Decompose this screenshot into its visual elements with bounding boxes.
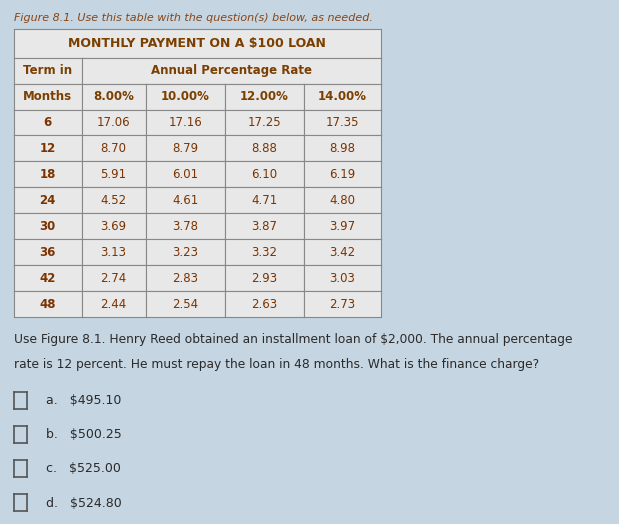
- Text: 17.06: 17.06: [97, 116, 131, 129]
- Text: 17.16: 17.16: [168, 116, 202, 129]
- Text: 2.44: 2.44: [100, 298, 127, 311]
- Text: 2.83: 2.83: [172, 271, 198, 285]
- Text: 12.00%: 12.00%: [240, 90, 288, 103]
- Text: 18: 18: [40, 168, 56, 181]
- Text: 8.98: 8.98: [329, 142, 355, 155]
- Text: 3.78: 3.78: [172, 220, 198, 233]
- Text: rate is 12 percent. He must repay the loan in 48 months. What is the finance cha: rate is 12 percent. He must repay the lo…: [14, 358, 539, 371]
- Text: 3.32: 3.32: [251, 246, 277, 259]
- Text: b.   $500.25: b. $500.25: [46, 429, 122, 441]
- Text: 3.23: 3.23: [172, 246, 198, 259]
- Text: 3.69: 3.69: [100, 220, 127, 233]
- Text: 3.87: 3.87: [251, 220, 277, 233]
- Text: 3.13: 3.13: [101, 246, 127, 259]
- Text: MONTHLY PAYMENT ON A $100 LOAN: MONTHLY PAYMENT ON A $100 LOAN: [68, 37, 326, 50]
- Text: 8.70: 8.70: [101, 142, 127, 155]
- Text: 2.73: 2.73: [329, 298, 355, 311]
- Text: 6.01: 6.01: [172, 168, 198, 181]
- Text: 4.80: 4.80: [329, 194, 355, 207]
- Text: Figure 8.1. Use this table with the question(s) below, as needed.: Figure 8.1. Use this table with the ques…: [14, 13, 373, 23]
- Text: 36: 36: [40, 246, 56, 259]
- Text: 8.00%: 8.00%: [93, 90, 134, 103]
- Text: 30: 30: [40, 220, 56, 233]
- Text: 4.61: 4.61: [172, 194, 198, 207]
- Text: Use Figure 8.1. Henry Reed obtained an installment loan of $2,000. The annual pe: Use Figure 8.1. Henry Reed obtained an i…: [14, 333, 572, 346]
- Text: 17.25: 17.25: [248, 116, 281, 129]
- Text: 8.79: 8.79: [172, 142, 198, 155]
- Text: c.   $525.00: c. $525.00: [46, 463, 121, 475]
- Text: 10.00%: 10.00%: [161, 90, 210, 103]
- Text: 2.54: 2.54: [172, 298, 198, 311]
- Text: Annual Percentage Rate: Annual Percentage Rate: [150, 64, 311, 77]
- Text: 8.88: 8.88: [251, 142, 277, 155]
- Text: 24: 24: [40, 194, 56, 207]
- Text: Term in: Term in: [23, 64, 72, 77]
- Text: 17.35: 17.35: [326, 116, 359, 129]
- Text: 4.71: 4.71: [251, 194, 277, 207]
- Text: 2.74: 2.74: [100, 271, 127, 285]
- Text: 6.10: 6.10: [251, 168, 277, 181]
- Text: 42: 42: [40, 271, 56, 285]
- Text: a.   $495.10: a. $495.10: [46, 395, 122, 407]
- Text: 48: 48: [40, 298, 56, 311]
- Text: 4.52: 4.52: [100, 194, 127, 207]
- Text: 6: 6: [43, 116, 52, 129]
- Text: 3.42: 3.42: [329, 246, 355, 259]
- Text: 3.03: 3.03: [329, 271, 355, 285]
- Text: d.   $524.80: d. $524.80: [46, 497, 122, 509]
- Text: 2.63: 2.63: [251, 298, 277, 311]
- Text: 3.97: 3.97: [329, 220, 355, 233]
- Text: 6.19: 6.19: [329, 168, 355, 181]
- Text: 12: 12: [40, 142, 56, 155]
- Text: 14.00%: 14.00%: [318, 90, 366, 103]
- Text: 2.93: 2.93: [251, 271, 277, 285]
- Text: Months: Months: [23, 90, 72, 103]
- Text: 5.91: 5.91: [100, 168, 127, 181]
